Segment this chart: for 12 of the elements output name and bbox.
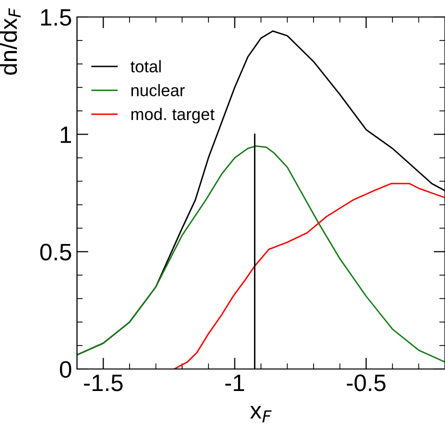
y-tick-label: 1 [60, 126, 71, 143]
x-tick-label: -1 [225, 374, 244, 391]
y-tick-label: 0.5 [40, 244, 72, 260]
legend-label: mod. target [131, 108, 215, 124]
y-tick-label: 0 [60, 361, 72, 378]
x-tick-label: -1.5 [84, 374, 123, 392]
legend-label: total [130, 60, 161, 72]
x-tick-label: -0.5 [346, 374, 386, 392]
y-axis-title: dn/dx$_{F}$ [0, 8, 21, 75]
x-axis-title: x$_{F}$ [250, 406, 272, 422]
y-tick-label: 1.5 [41, 9, 72, 26]
legend-label: nuclear [131, 84, 185, 96]
